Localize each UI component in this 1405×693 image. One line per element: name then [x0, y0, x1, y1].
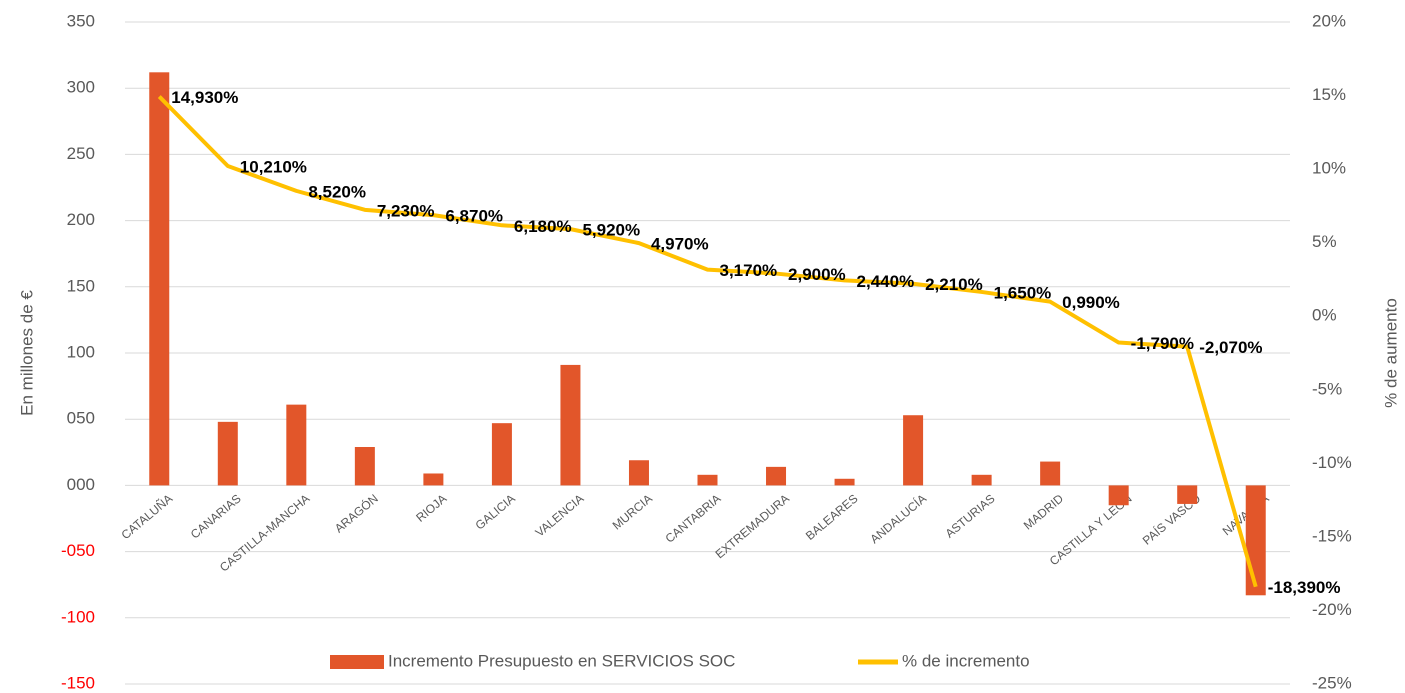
bar: [697, 474, 718, 486]
y-tick-label: 050: [67, 409, 95, 428]
data-label: 2,210%: [925, 275, 983, 294]
x-tick-label: CATALUÑA: [119, 491, 176, 542]
bar: [1177, 485, 1198, 504]
y-tick-label: 100: [67, 342, 95, 361]
y-tick-label: -050: [61, 541, 95, 560]
y-tick-label: 150: [67, 276, 95, 295]
x-tick-label: GALICIA: [473, 491, 518, 532]
legend-label: % de incremento: [902, 651, 1030, 670]
data-label: -18,390%: [1268, 578, 1341, 597]
bar: [217, 421, 238, 486]
x-tick-label: RIOJA: [413, 491, 449, 524]
x-tick-label: BALEARES: [803, 491, 861, 542]
bar: [149, 72, 170, 486]
data-label: 2,440%: [857, 272, 915, 291]
data-label: 1,650%: [994, 283, 1052, 302]
x-tick-label: CANARIAS: [188, 491, 244, 541]
bar: [971, 474, 992, 486]
x-tick-label: MADRID: [1021, 491, 1067, 532]
y2-tick-label: -25%: [1312, 673, 1352, 692]
bar: [560, 364, 581, 486]
legend-swatch: [330, 655, 384, 669]
y2-axis-title: % de aumento: [1381, 298, 1400, 408]
data-label: 0,990%: [1062, 293, 1120, 312]
bar: [423, 473, 444, 486]
y-axis-title: En millones de €: [17, 290, 36, 416]
y2-tick-label: 5%: [1312, 232, 1337, 251]
y2-tick-label: 15%: [1312, 85, 1346, 104]
data-label: 3,170%: [720, 261, 778, 280]
bar: [354, 447, 375, 486]
bar: [766, 466, 787, 486]
bar: [903, 415, 924, 486]
x-tick-label: ARAGÓN: [331, 491, 380, 536]
data-label: 10,210%: [240, 158, 307, 177]
y2-tick-label: -20%: [1312, 600, 1352, 619]
data-label: -1,790%: [1131, 334, 1194, 353]
line: [157, 95, 1258, 588]
y2-tick-label: 0%: [1312, 306, 1337, 325]
y-tick-label: 300: [67, 78, 95, 97]
bar: [1040, 461, 1061, 486]
y2-tick-label: 10%: [1312, 159, 1346, 178]
data-label: 6,870%: [445, 207, 503, 226]
y2-tick-label: 20%: [1312, 11, 1346, 30]
bar: [834, 478, 855, 486]
bar: [1245, 485, 1266, 596]
data-label: -2,070%: [1199, 338, 1262, 357]
y2-tick-label: -5%: [1312, 379, 1342, 398]
x-tick-label: EXTREMADURA: [713, 491, 792, 561]
x-tick-label: VALENCIA: [533, 491, 587, 539]
y-tick-label: 250: [67, 144, 95, 163]
x-tick-label: ASTURIAS: [943, 491, 998, 540]
y-tick-label: -150: [61, 673, 95, 692]
y-tick-label: 350: [67, 11, 95, 30]
x-tick-label: CANTABRIA: [663, 491, 724, 545]
bar: [628, 460, 649, 486]
data-label: 2,900%: [788, 265, 846, 284]
legend-label: Incremento Presupuesto en SERVICIOS SOC: [388, 651, 735, 670]
data-label: 8,520%: [308, 182, 366, 201]
data-label: 6,180%: [514, 217, 572, 236]
data-label: 7,230%: [377, 201, 435, 220]
bar: [286, 404, 307, 486]
bar: [1108, 485, 1129, 506]
x-tick-label: MURCIA: [610, 491, 655, 532]
y-tick-label: -100: [61, 607, 95, 626]
x-tick-label: ANDALUCÍA: [867, 491, 929, 547]
data-label: 14,930%: [171, 88, 238, 107]
data-label: 4,970%: [651, 235, 709, 254]
y2-tick-label: -10%: [1312, 453, 1352, 472]
y2-tick-label: -15%: [1312, 526, 1352, 545]
y-tick-label: 200: [67, 210, 95, 229]
bar: [491, 423, 512, 486]
data-label: 5,920%: [582, 221, 640, 240]
y-tick-label: 000: [67, 475, 95, 494]
